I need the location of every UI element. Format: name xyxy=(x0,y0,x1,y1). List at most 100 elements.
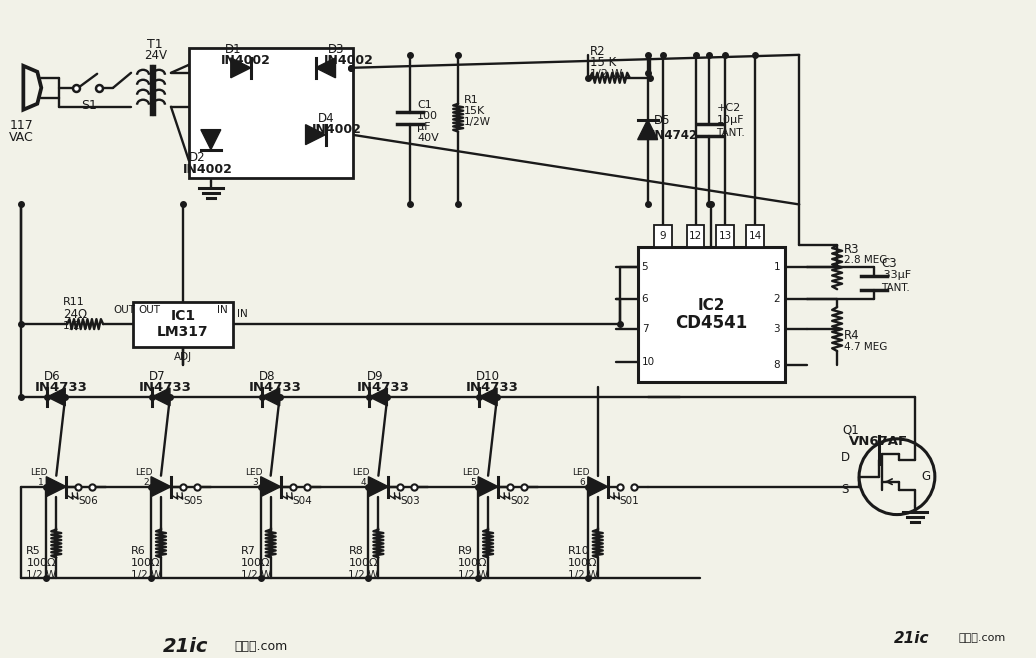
Text: 2: 2 xyxy=(774,294,780,304)
Bar xyxy=(687,226,704,247)
Polygon shape xyxy=(201,130,221,149)
Text: R2: R2 xyxy=(589,45,605,59)
Text: S: S xyxy=(841,483,848,496)
Text: Q1: Q1 xyxy=(842,423,859,436)
Text: S01: S01 xyxy=(620,495,639,505)
Polygon shape xyxy=(370,388,387,406)
Text: TANT.: TANT. xyxy=(717,128,745,138)
Text: R11: R11 xyxy=(63,297,85,307)
Text: 5: 5 xyxy=(470,478,476,487)
Text: D1: D1 xyxy=(225,43,241,57)
Bar xyxy=(638,247,785,382)
Text: D7: D7 xyxy=(149,370,166,384)
Text: D4: D4 xyxy=(318,112,335,125)
Text: IN4002: IN4002 xyxy=(221,55,270,67)
Text: μF: μF xyxy=(418,122,431,132)
Text: 15 K: 15 K xyxy=(589,57,616,69)
Text: IN4742: IN4742 xyxy=(651,129,698,142)
Text: 2.8 MEG: 2.8 MEG xyxy=(844,255,888,265)
Text: R7: R7 xyxy=(240,547,256,557)
Text: 6: 6 xyxy=(580,478,585,487)
Text: D5: D5 xyxy=(654,114,670,127)
Text: +C2: +C2 xyxy=(717,103,741,113)
Text: D6: D6 xyxy=(45,370,61,384)
Text: D8: D8 xyxy=(259,370,276,384)
Text: 100Ω: 100Ω xyxy=(348,559,378,569)
Text: LED: LED xyxy=(462,468,480,477)
Text: 24Ω: 24Ω xyxy=(63,308,87,320)
Text: 100Ω: 100Ω xyxy=(132,559,161,569)
Bar xyxy=(717,226,735,247)
Polygon shape xyxy=(231,58,251,78)
Bar xyxy=(189,48,353,178)
Text: IN4733: IN4733 xyxy=(356,382,409,394)
Text: 1/2 W: 1/2 W xyxy=(240,570,271,580)
Bar xyxy=(133,302,233,347)
Polygon shape xyxy=(638,120,658,139)
Polygon shape xyxy=(369,476,388,497)
Text: OUT: OUT xyxy=(138,305,160,315)
Polygon shape xyxy=(47,476,66,497)
Text: 117: 117 xyxy=(9,119,33,132)
Text: R8: R8 xyxy=(348,547,364,557)
Text: .33μF: .33μF xyxy=(881,270,912,280)
Polygon shape xyxy=(262,388,280,406)
Polygon shape xyxy=(261,476,281,497)
Text: 接线图.com: 接线图.com xyxy=(958,633,1006,644)
Text: D: D xyxy=(841,451,851,465)
Text: S03: S03 xyxy=(400,495,420,505)
Text: R1: R1 xyxy=(464,95,479,105)
Text: R4: R4 xyxy=(844,328,860,342)
Text: C3: C3 xyxy=(881,257,896,270)
Text: IC2: IC2 xyxy=(697,297,725,313)
Text: 1: 1 xyxy=(38,478,45,487)
Text: S04: S04 xyxy=(292,495,313,505)
Text: VAC: VAC xyxy=(9,131,34,144)
Text: IN: IN xyxy=(218,305,228,315)
Polygon shape xyxy=(48,388,65,406)
Text: R10: R10 xyxy=(568,547,589,557)
Text: T1: T1 xyxy=(147,38,163,51)
Text: R6: R6 xyxy=(132,547,146,557)
Text: 7: 7 xyxy=(641,324,649,334)
Polygon shape xyxy=(152,388,170,406)
Bar xyxy=(654,226,671,247)
Text: 5: 5 xyxy=(641,263,649,272)
Text: 1/2 W: 1/2 W xyxy=(589,69,623,79)
Text: D2: D2 xyxy=(189,151,205,164)
Text: 100Ω: 100Ω xyxy=(26,559,56,569)
Text: LED: LED xyxy=(572,468,589,477)
Text: LED: LED xyxy=(352,468,370,477)
Text: 3: 3 xyxy=(253,478,258,487)
Polygon shape xyxy=(587,476,608,497)
Text: OUT: OUT xyxy=(113,305,135,315)
Text: 13: 13 xyxy=(719,232,732,241)
Text: 1/2 W: 1/2 W xyxy=(132,570,162,580)
Text: 1/2 W: 1/2 W xyxy=(568,570,598,580)
Text: 4: 4 xyxy=(361,478,366,487)
Text: IN4002: IN4002 xyxy=(323,55,373,67)
Text: 100Ω: 100Ω xyxy=(240,559,270,569)
Polygon shape xyxy=(306,124,325,145)
Text: IN4733: IN4733 xyxy=(34,382,87,394)
Text: R5: R5 xyxy=(26,547,41,557)
Text: IC1: IC1 xyxy=(170,309,196,323)
Text: D9: D9 xyxy=(367,370,383,384)
Text: 9: 9 xyxy=(659,232,666,241)
Text: D10: D10 xyxy=(477,370,500,384)
Text: 接线图.com: 接线图.com xyxy=(234,640,287,653)
Text: IN4733: IN4733 xyxy=(139,382,192,394)
Text: IN4733: IN4733 xyxy=(249,382,301,394)
Polygon shape xyxy=(479,388,497,406)
Text: 100Ω: 100Ω xyxy=(458,559,488,569)
Text: S05: S05 xyxy=(183,495,203,505)
Text: VN67AF: VN67AF xyxy=(850,436,909,448)
Text: ADJ: ADJ xyxy=(174,352,192,362)
Text: S06: S06 xyxy=(78,495,98,505)
Text: 1/2W: 1/2W xyxy=(464,116,491,127)
Text: 100Ω: 100Ω xyxy=(568,559,598,569)
Text: 21ic: 21ic xyxy=(894,631,929,645)
Polygon shape xyxy=(316,58,336,78)
Text: 4.7 MEG: 4.7 MEG xyxy=(844,342,888,352)
Text: 1/2 W: 1/2 W xyxy=(348,570,379,580)
